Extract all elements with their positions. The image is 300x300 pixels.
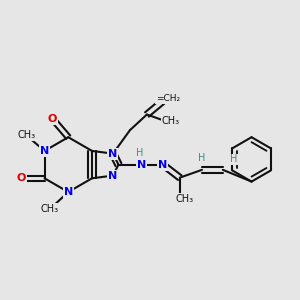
Text: N: N <box>158 160 167 170</box>
Text: O: O <box>48 114 57 124</box>
Text: =CH₂: =CH₂ <box>156 94 180 103</box>
Text: CH₃: CH₃ <box>17 130 35 140</box>
Text: N: N <box>64 187 73 197</box>
Text: O: O <box>16 173 26 183</box>
Text: H: H <box>230 154 237 164</box>
Text: H: H <box>198 153 206 163</box>
Text: H: H <box>136 148 143 158</box>
Text: CH₃: CH₃ <box>161 116 179 126</box>
Text: CH₃: CH₃ <box>41 204 59 214</box>
Text: N: N <box>108 149 118 159</box>
Text: CH₃: CH₃ <box>176 194 194 203</box>
Text: N: N <box>40 146 49 156</box>
Text: N: N <box>108 171 118 181</box>
Text: N: N <box>137 160 147 170</box>
